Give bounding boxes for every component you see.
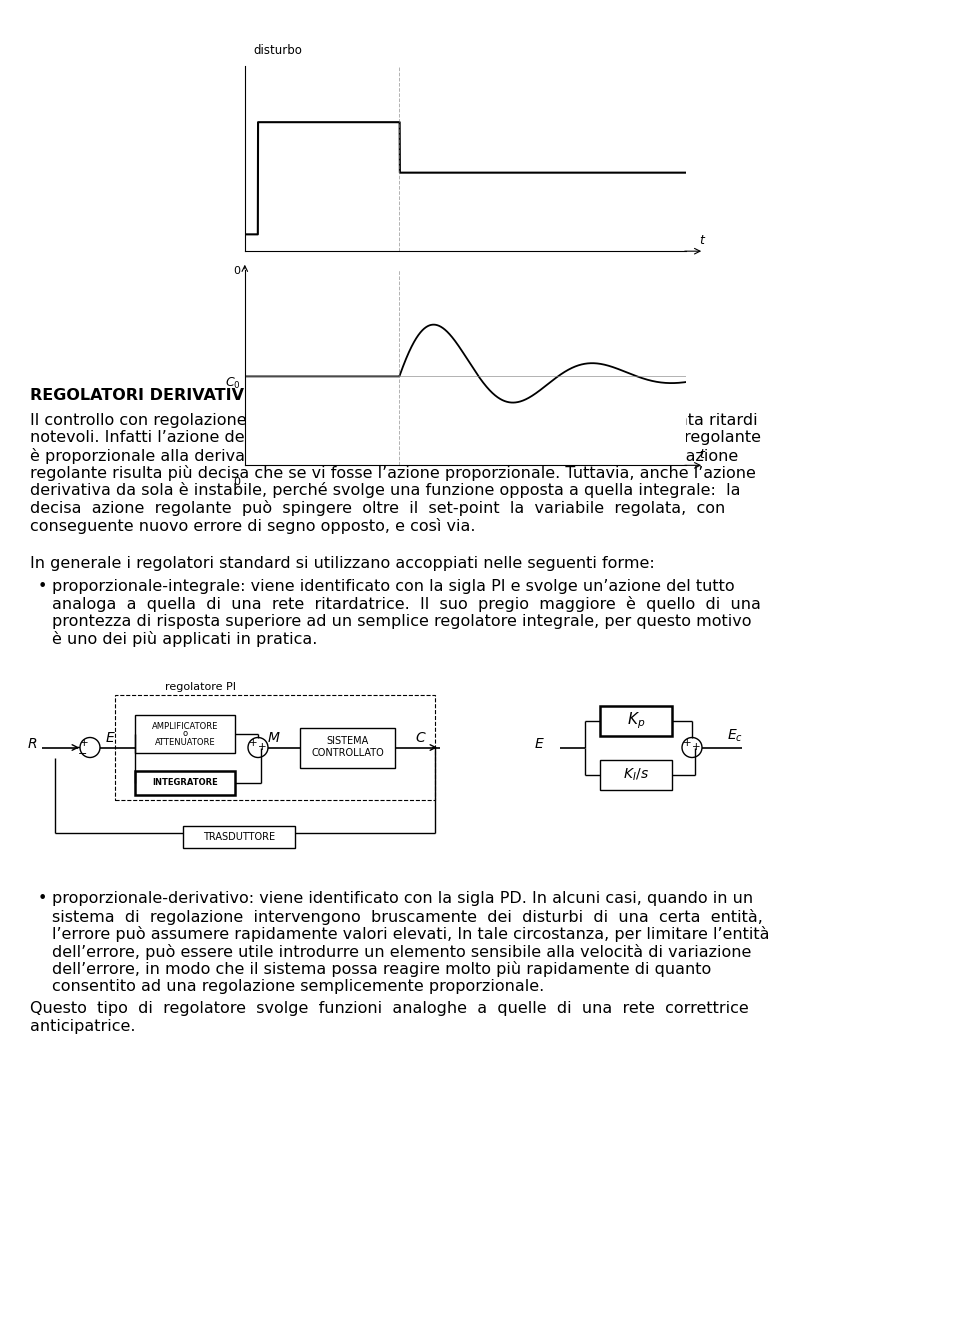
Text: regolatore PI: regolatore PI [165,682,236,691]
Circle shape [248,738,268,758]
Text: R: R [28,738,37,751]
Text: t: t [700,234,705,247]
Text: E: E [535,738,543,751]
Text: C: C [415,731,424,744]
Text: M: M [268,731,280,744]
Bar [135,714,235,752]
Text: prontezza di risposta superiore ad un semplice regolatore integrale, per questo : prontezza di risposta superiore ad un se… [52,613,752,629]
Bar [300,727,395,768]
Text: +: + [683,738,691,747]
Text: +: + [257,742,266,751]
Text: 0: 0 [233,477,240,486]
Text: SISTEMA: SISTEMA [326,735,369,746]
Text: ATTENUATORE: ATTENUATORE [155,738,215,747]
Text: conseguente nuovo errore di segno opposto, e così via.: conseguente nuovo errore di segno oppost… [30,517,475,534]
Text: l’errore può assumere rapidamente valori elevati, In tale circostanza, per limit: l’errore può assumere rapidamente valori… [52,927,770,943]
Bar [115,694,435,800]
Text: −: − [79,748,87,759]
Circle shape [682,738,702,758]
Text: +: + [80,738,88,747]
Text: AMPLIFICATORE: AMPLIFICATORE [152,722,218,731]
Text: notevoli. Infatti l’azione della derivazione anticipa la risposta regolante. L’a: notevoli. Infatti l’azione della derivaz… [30,430,761,446]
Text: $E_c$: $E_c$ [727,728,743,744]
Bar [183,825,295,847]
Text: proporzionale-integrale: viene identificato con la sigla PI e svolge un’azione d: proporzionale-integrale: viene identific… [52,579,734,594]
Text: regolante risulta più decisa che se vi fosse l’azione proporzionale. Tuttavia, a: regolante risulta più decisa che se vi f… [30,465,756,481]
Bar [600,706,672,735]
Text: dell’errore, in modo che il sistema possa reagire molto più rapidamente di quant: dell’errore, in modo che il sistema poss… [52,961,711,977]
Text: sistema  di  regolazione  intervengono  bruscamente  dei  disturbi  di  una  cer: sistema di regolazione intervengono brus… [52,908,763,925]
Text: TRASDUTTORE: TRASDUTTORE [203,832,276,842]
Text: In generale i regolatori standard si utilizzano accoppiati nelle seguenti forme:: In generale i regolatori standard si uti… [30,557,655,571]
Text: E: E [106,731,115,744]
Text: decisa  azione  regolante  può  spingere  oltre  il  set-point  la  variabile  r: decisa azione regolante può spingere olt… [30,500,725,516]
Text: dell’errore, può essere utile introdurre un elemento sensibile alla velocità di : dell’errore, può essere utile introdurre… [52,944,752,960]
Text: +: + [249,738,257,747]
Text: disturbo: disturbo [253,44,302,57]
Text: derivativa da sola è instabile, perché svolge una funzione opposta a quella inte: derivativa da sola è instabile, perché s… [30,483,740,498]
Text: o: o [182,728,187,738]
Text: consentito ad una regolazione semplicemente proporzionale.: consentito ad una regolazione sempliceme… [52,978,544,994]
Text: $K_I/s$: $K_I/s$ [623,767,649,783]
Circle shape [80,738,100,758]
Text: Questo  tipo  di  regolatore  svolge  funzioni  analoghe  a  quelle  di  una  re: Questo tipo di regolatore svolge funzion… [30,1002,749,1017]
Text: anticipatrice.: anticipatrice. [30,1019,135,1034]
Text: •: • [38,891,47,907]
Text: +: + [692,742,700,751]
Text: analoga  a  quella  di  una  rete  ritardatrice.  Il  suo  pregio  maggiore  è  : analoga a quella di una rete ritardatric… [52,596,761,612]
Text: CONTROLLATO: CONTROLLATO [311,747,384,758]
Text: INTEGRATORE: INTEGRATORE [152,779,218,787]
Text: •: • [38,579,47,594]
Text: Il controllo con regolazione derivativa si presenta valido quando il sistema pre: Il controllo con regolazione derivativa … [30,412,757,427]
Text: è proporzionale alla derivata dell’errore e poiché questa è inizialmente elevata: è proporzionale alla derivata dell’error… [30,448,738,464]
Text: proporzionale-derivativo: viene identificato con la sigla PD. In alcuni casi, qu: proporzionale-derivativo: viene identifi… [52,891,754,907]
Text: REGOLATORI DERIVATIVI: REGOLATORI DERIVATIVI [30,387,250,403]
Bar [135,771,235,795]
Text: è uno dei più applicati in pratica.: è uno dei più applicati in pratica. [52,631,318,648]
Text: $K_p$: $K_p$ [627,710,645,731]
Bar [600,760,672,789]
Text: 0: 0 [233,266,240,276]
Text: $C_0$: $C_0$ [225,375,240,391]
Text: t: t [700,448,705,461]
